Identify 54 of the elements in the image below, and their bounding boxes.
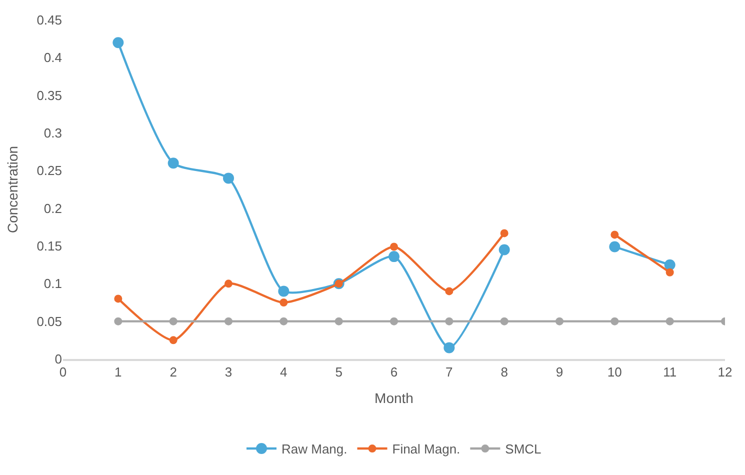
y-tick-label: 0.35 [36,88,62,103]
y-tick-label: 0.25 [36,163,62,178]
point [445,287,454,296]
point [169,317,178,326]
point [224,280,232,288]
point [223,172,234,184]
legend-label: Raw Mang. [282,442,348,457]
point [500,317,508,326]
point [445,317,454,326]
y-tick-label: 0.45 [36,12,62,28]
y-tick-label: 0.1 [44,276,62,292]
point [556,317,564,326]
point [390,242,398,251]
y-tick-label: 0 [54,352,62,367]
point [114,294,122,303]
x-axis-title: Month [374,390,414,406]
point [114,317,122,326]
point [112,37,124,48]
x-tick-label: 2 [170,364,177,380]
y-tick-label: 0.3 [44,126,62,141]
y-tick-label: 0.2 [44,200,62,216]
y-tick-label: 0.4 [44,50,62,66]
point [666,268,674,276]
point [388,251,400,262]
point [666,317,674,326]
point [500,229,508,238]
x-tick-label: 12 [718,364,732,380]
x-tick-label: 4 [280,364,288,380]
x-tick-label: 9 [556,364,564,380]
y-axis-title: Concentration [4,146,20,234]
point [280,317,288,326]
x-tick-label: 8 [500,364,508,380]
x-tick-label: 7 [446,364,453,380]
x-tick-label: 1 [114,364,122,380]
point [390,317,398,326]
legend-label: SMCL [505,442,542,457]
x-tick-label: 10 [607,364,622,380]
legend-label: Final Magn. [392,442,460,457]
point [444,342,455,354]
point [169,336,178,344]
x-tick-label: 6 [390,364,398,380]
point [610,230,619,239]
point [334,317,343,326]
point [498,244,510,256]
x-tick-label: 11 [663,364,677,380]
x-tick-label: 5 [335,364,342,380]
point [280,298,288,306]
y-tick-label: 0.05 [36,314,62,329]
y-tick-label: 0.15 [36,238,62,254]
point [168,158,179,169]
point [278,286,290,297]
point [610,317,619,326]
point [224,317,232,326]
x-tick-label: 3 [224,364,232,380]
